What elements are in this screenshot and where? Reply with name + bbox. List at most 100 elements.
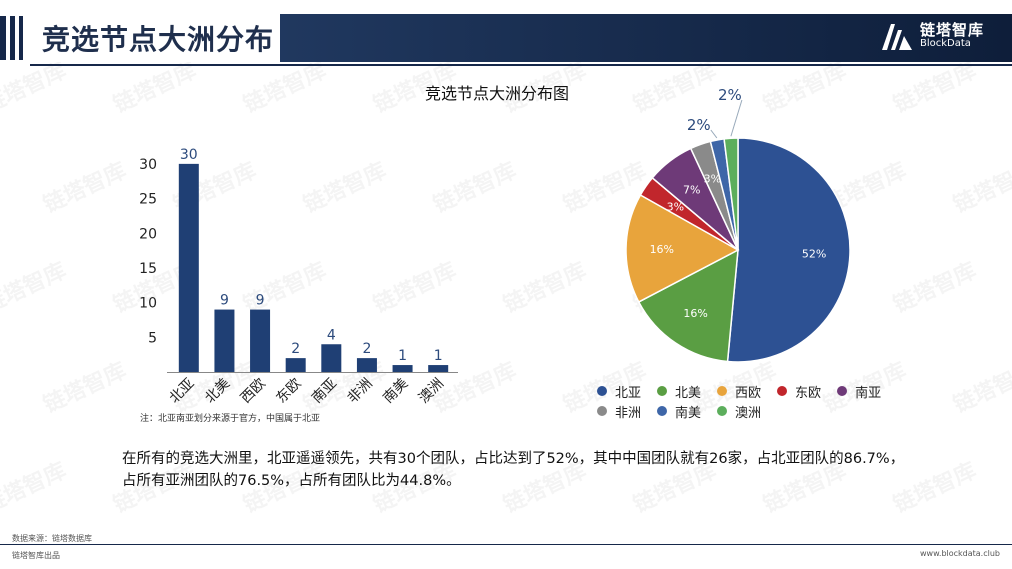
leader-line (730, 99, 743, 137)
legend-item: 东欧 (777, 382, 821, 401)
pie-value-label: 2% (718, 86, 742, 104)
legend-swatch (717, 386, 728, 396)
legend-item: 南美 (657, 402, 701, 421)
bar (250, 309, 271, 372)
header: 竞选节点大洲分布 链塔智库 BlockData (0, 8, 1012, 66)
legend-swatch (597, 386, 607, 396)
legend-item: 澳洲 (717, 402, 761, 421)
x-tick-label: 南亚 (309, 376, 340, 407)
watermark: 链塔智库 (37, 153, 130, 219)
watermark: 链塔智库 (37, 353, 130, 419)
watermark: 链塔智库 (497, 253, 590, 319)
watermark: 链塔智库 (0, 253, 71, 319)
bar-value-label: 30 (180, 147, 198, 163)
pie-value-label: 7% (683, 184, 700, 197)
y-tick-label: 20 (139, 226, 157, 242)
x-tick-label: 北亚 (167, 376, 198, 407)
bar (285, 358, 306, 372)
watermark: 链塔智库 (0, 53, 71, 119)
watermark: 链塔智库 (887, 253, 980, 319)
pie-value-label: 3% (704, 172, 721, 185)
legend-label: 非洲 (615, 405, 642, 421)
footer-source: 数据来源：链塔数据库 (12, 534, 92, 543)
y-tick-label: 15 (139, 261, 157, 277)
title-box (30, 14, 278, 62)
footer-website: www.blockdata.club (920, 549, 1000, 558)
legend-swatch (657, 386, 668, 396)
leader-line (710, 129, 718, 139)
bar (428, 365, 449, 372)
bar-value-label: 2 (291, 341, 300, 357)
y-tick-label: 5 (148, 330, 157, 346)
pie-slice (726, 137, 851, 363)
legend-item: 北美 (657, 382, 701, 401)
legend-label: 南美 (675, 405, 702, 421)
y-tick-label: 25 (139, 192, 157, 208)
legend-swatch (597, 406, 607, 416)
bar-value-label: 1 (434, 348, 443, 364)
y-tick-label: 10 (139, 296, 157, 312)
pie-value-label: 16% (650, 243, 674, 256)
bar-value-label: 9 (256, 293, 265, 309)
legend-item: 非洲 (597, 402, 641, 421)
bar (214, 309, 235, 372)
logo: 链塔智库 BlockData (881, 21, 984, 50)
bar-value-label: 2 (362, 341, 371, 357)
footer-producer: 链塔智库出品 (12, 551, 60, 560)
x-tick-label: 澳洲 (416, 376, 447, 407)
x-tick-label: 非洲 (345, 376, 376, 407)
legend-label: 澳洲 (735, 405, 762, 421)
logo-text-cn: 链塔智库 (919, 21, 984, 39)
pie-slice (637, 248, 739, 363)
bar-value-label: 1 (398, 348, 407, 364)
legend-swatch (777, 386, 788, 396)
footer-divider (0, 544, 1012, 545)
bar-value-label: 9 (220, 293, 229, 309)
x-tick-label: 北美 (202, 376, 233, 407)
legend-row: 非洲 南美 澳洲 (597, 401, 917, 421)
watermark: 链塔智库 (107, 53, 200, 119)
watermark: 链塔智库 (947, 353, 1012, 419)
pie-slice (723, 137, 739, 251)
bar (356, 358, 377, 372)
bar-value-label: 4 (327, 327, 336, 343)
legend-item: 西欧 (717, 382, 761, 401)
bar (321, 344, 342, 372)
pie-value-label: 2% (687, 116, 711, 134)
bar (178, 163, 199, 372)
chart-title: 竞选节点大洲分布图 (425, 84, 570, 103)
legend-label: 南亚 (855, 385, 882, 401)
logo-text-en: BlockData (919, 38, 971, 49)
x-tick-label: 西欧 (238, 376, 269, 407)
legend-label: 西欧 (735, 385, 762, 401)
header-underline (30, 64, 1012, 66)
page-title: 竞选节点大洲分布 (42, 23, 275, 56)
x-tick-label: 南美 (380, 376, 411, 407)
pie-legend: 北亚 北美 西欧 东欧 南亚非洲 南美 澳洲 (597, 381, 917, 421)
legend-label: 北亚 (615, 385, 642, 401)
bar (392, 365, 413, 372)
legend-swatch (657, 406, 668, 416)
legend-item: 北亚 (597, 382, 641, 401)
legend-row: 北亚 北美 西欧 东欧 南亚 (597, 381, 917, 401)
legend-label: 北美 (675, 385, 702, 401)
watermark: 链塔智库 (0, 453, 71, 519)
blockdata-logo-icon (881, 24, 912, 50)
legend-swatch (717, 406, 728, 416)
pie-value-label: 16% (683, 307, 707, 320)
legend-swatch (837, 386, 848, 396)
header-stripes (0, 16, 23, 60)
summary-text: 在所有的竞选大洲里，北亚遥遥领先，共有30个团队，占比达到了52%，其中中国团队… (122, 451, 905, 489)
watermark: 链塔智库 (887, 53, 980, 119)
bar-chart: 5 10 15 20 25 30 30 北亚 9 北美 9 西欧 2 东欧 4 南亚 2 非洲 1 南美 1 澳洲 (139, 147, 458, 407)
pie-value-label: 3% (667, 201, 684, 214)
x-tick-label: 东欧 (273, 376, 304, 407)
y-tick-label: 30 (139, 157, 157, 173)
legend-label: 东欧 (795, 385, 822, 401)
pie-chart: 52% 16% 16% 3% 7% 3% 2% 2% (625, 86, 851, 363)
pie-slice (625, 193, 740, 303)
watermark: 链塔智库 (947, 153, 1012, 219)
watermark: 链塔智库 (237, 53, 330, 119)
chart-note: 注：北亚南亚划分来源于官方，中国属于北亚 (140, 414, 321, 424)
pie-value-label: 52% (802, 248, 826, 261)
